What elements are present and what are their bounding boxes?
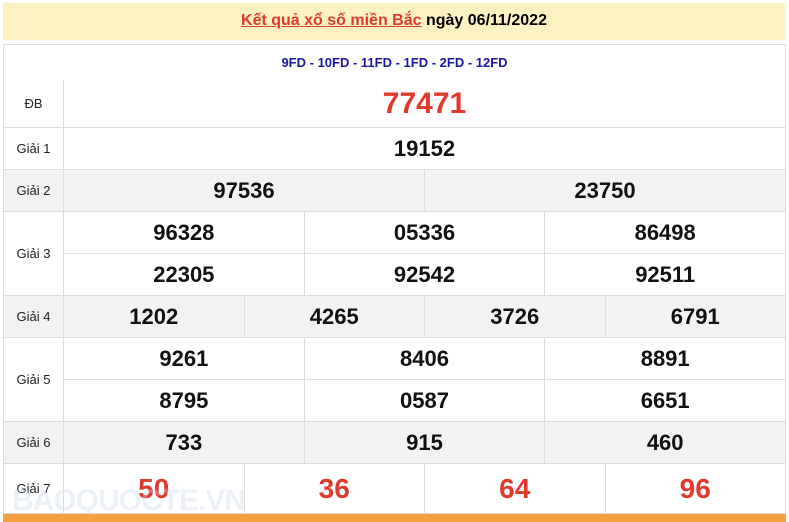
prize-number: 6791 [606,296,786,337]
prize-number: 0587 [305,380,546,421]
prize-row: Giải 7 50 36 64 96 [4,464,786,514]
results-table: 9FD - 10FD - 11FD - 1FD - 2FD - 12FD ĐB 7… [3,44,787,514]
prize-number: 05336 [305,212,546,253]
prize-number: 4265 [245,296,425,337]
prize-label: Giải 7 [4,464,64,513]
prize-number: 96328 [64,212,305,253]
results-header: Kết quả xổ số miền Bắc ngày 06/11/2022 [3,3,785,40]
prize-row: Giải 6 733 915 460 [4,422,787,464]
prize-label: Giải 1 [4,128,64,169]
prize-number: 77471 [64,80,786,127]
prize-number: 92511 [545,254,787,295]
prize-row: Giải 3 96328 05336 86498 22305 92542 92511 [4,212,787,296]
results-date: ngày 06/11/2022 [425,12,547,29]
prize-number: 8795 [64,380,305,421]
special-codes: 9FD - 10FD - 11FD - 1FD - 2FD - 12FD [4,45,786,80]
prize-label: Giải 5 [4,338,64,421]
prize-number: 86498 [545,212,787,253]
prize-number: 460 [545,422,787,463]
prize-row: Giải 5 9261 8406 8891 8795 0587 6651 [4,338,787,422]
prize-number: 3726 [425,296,606,337]
results-title-link[interactable]: Kết quả xổ số miền Bắc [241,12,422,29]
prize-number: 92542 [305,254,546,295]
prize-number: 36 [245,464,425,513]
prize-label: Giải 3 [4,212,64,295]
prize-label: ĐB [4,80,64,127]
watermark: BAOQUOCTE.VN [12,484,246,517]
prize-row: Giải 4 1202 4265 3726 6791 [4,296,786,338]
prize-number: 50 [64,464,245,513]
prize-row: ĐB 77471 [4,80,786,128]
prize-number: 97536 [64,170,425,211]
prize-number: 733 [64,422,305,463]
prize-label: Giải 6 [4,422,64,463]
prize-number: 8891 [545,338,787,379]
prize-number: 22305 [64,254,305,295]
prize-row: Giải 1 19152 [4,128,786,170]
prize-number: 915 [305,422,546,463]
prize-label: Giải 2 [4,170,64,211]
prize-number: 8406 [305,338,546,379]
prize-number: 6651 [545,380,787,421]
footer-bar [3,514,786,522]
prize-number: 23750 [425,170,786,211]
prize-number: 9261 [64,338,305,379]
prize-row: Giải 2 97536 23750 [4,170,786,212]
prize-number: 1202 [64,296,245,337]
prize-number: 96 [606,464,786,513]
prize-label: Giải 4 [4,296,64,337]
prize-number: 64 [425,464,606,513]
prize-number: 19152 [64,128,786,169]
